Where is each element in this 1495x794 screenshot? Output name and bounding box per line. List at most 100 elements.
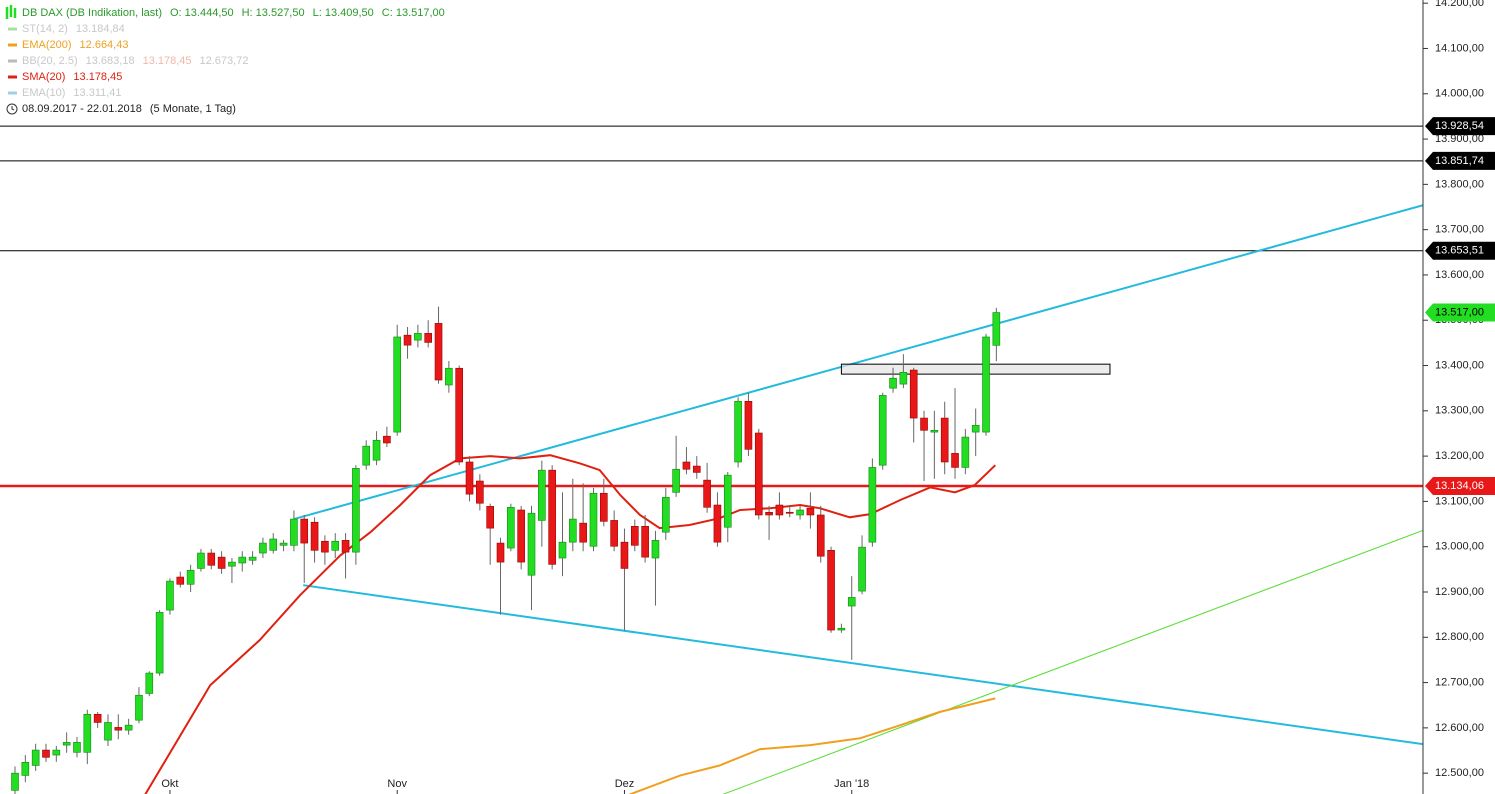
candle-body: [992, 312, 1001, 346]
candle-body: [155, 612, 164, 674]
candle-body: [104, 722, 112, 741]
candle-body: [42, 749, 50, 758]
candle-body: [372, 439, 381, 461]
candle-body: [52, 749, 61, 756]
candle-body: [796, 509, 804, 516]
candle-body: [899, 372, 908, 385]
candle-body: [951, 453, 959, 468]
candle-body: [248, 556, 257, 561]
legend-text: BB(20, 2.5): [22, 55, 78, 67]
candle-body: [630, 526, 639, 546]
trendline: [293, 204, 1423, 521]
y-tick-label: 12.500,00: [1435, 767, 1484, 779]
trendline: [722, 529, 1423, 794]
y-tick-label: 13.300,00: [1435, 405, 1484, 417]
candle-body: [114, 727, 123, 731]
candle-body: [775, 504, 784, 516]
candle-body: [816, 514, 825, 557]
candle-body: [858, 546, 866, 592]
level-label: 13.653,51: [1425, 241, 1495, 260]
candle-body: [641, 526, 649, 558]
candle-body: [847, 597, 856, 607]
candle-body: [703, 479, 711, 508]
candle-body: [207, 552, 216, 566]
last-price-label: 13.517,00: [1425, 303, 1495, 322]
legend-text: O: 13.444,50: [170, 7, 234, 19]
candle-body: [269, 538, 278, 551]
candle-body: [600, 492, 608, 522]
level-label-text: 13.851,74: [1435, 155, 1484, 167]
candle-body: [682, 461, 691, 470]
candle-body: [331, 540, 340, 551]
candle-body: [341, 540, 350, 553]
clock-hands: [11, 106, 15, 111]
candle-body: [414, 333, 422, 341]
candle-body: [920, 417, 928, 431]
legend-text: (5 Monate, 1 Tag): [150, 103, 236, 115]
candle-body: [228, 561, 236, 567]
legend-text: 12.664,43: [80, 39, 129, 51]
candle-body: [321, 540, 329, 553]
y-tick-label: 12.800,00: [1435, 631, 1484, 643]
candle-body: [837, 627, 846, 631]
candle-body: [982, 336, 990, 433]
legend-text: DB DAX (DB Indikation, last): [22, 7, 162, 19]
level-label-box: [1425, 117, 1495, 136]
candle-body: [290, 518, 298, 546]
candle-body: [176, 576, 185, 585]
legend-text: L: 13.409,50: [313, 7, 374, 19]
level-label-box: [1425, 151, 1495, 170]
candle-body: [548, 469, 556, 565]
candle-body: [579, 522, 587, 543]
trendline: [303, 584, 1423, 746]
legend-candle-icon: [5, 5, 17, 19]
candle-body: [610, 520, 618, 547]
candle-body: [569, 518, 577, 543]
candle-body: [124, 724, 133, 731]
legend-text: 13.178,45: [143, 55, 192, 67]
candle-body: [83, 713, 92, 753]
level-label-box: [1425, 476, 1495, 495]
candle-body: [496, 542, 505, 563]
candle-body: [517, 509, 525, 563]
candle-body: [878, 395, 887, 466]
candle-body: [145, 672, 154, 694]
y-tick-label: 14.000,00: [1435, 88, 1484, 100]
candle-body: [486, 506, 494, 529]
overlay-line: [144, 454, 996, 794]
legend-text: C: 13.517,00: [382, 7, 445, 19]
candle-body: [279, 542, 288, 546]
y-tick-label: 13.600,00: [1435, 269, 1484, 281]
candle-body: [744, 401, 753, 450]
candle-body: [310, 521, 319, 551]
candle-body: [909, 369, 918, 419]
candle-body: [723, 474, 732, 528]
y-tick-label: 14.200,00: [1435, 0, 1484, 9]
candle-body: [259, 542, 267, 554]
y-tick-label: 13.900,00: [1435, 133, 1484, 145]
candle-body: [868, 467, 877, 543]
level-label: 13.851,74: [1425, 151, 1495, 170]
legend-text: EMA(10): [22, 87, 65, 99]
candle-body: [672, 468, 680, 493]
legend-swatch: [8, 43, 17, 47]
candle-body: [476, 480, 484, 504]
level-label-text: 13.134,06: [1435, 480, 1484, 492]
level-label-box: [1425, 241, 1495, 260]
x-tick-label: Okt: [161, 778, 178, 790]
last-price-label-text: 13.517,00: [1435, 306, 1484, 318]
candle-body: [403, 334, 412, 346]
level-label-text: 13.928,54: [1435, 120, 1484, 132]
candle-body: [73, 742, 81, 753]
candle-body: [765, 511, 773, 516]
candle-body: [713, 504, 722, 543]
candle-body: [806, 507, 815, 516]
candle-body: [424, 333, 433, 343]
candle-body: [62, 742, 71, 746]
candle-body: [971, 425, 980, 433]
candle-body: [465, 461, 474, 495]
candle-body: [785, 511, 794, 514]
legend-text: 13.178,45: [73, 71, 122, 83]
overlay-line: [629, 697, 996, 794]
